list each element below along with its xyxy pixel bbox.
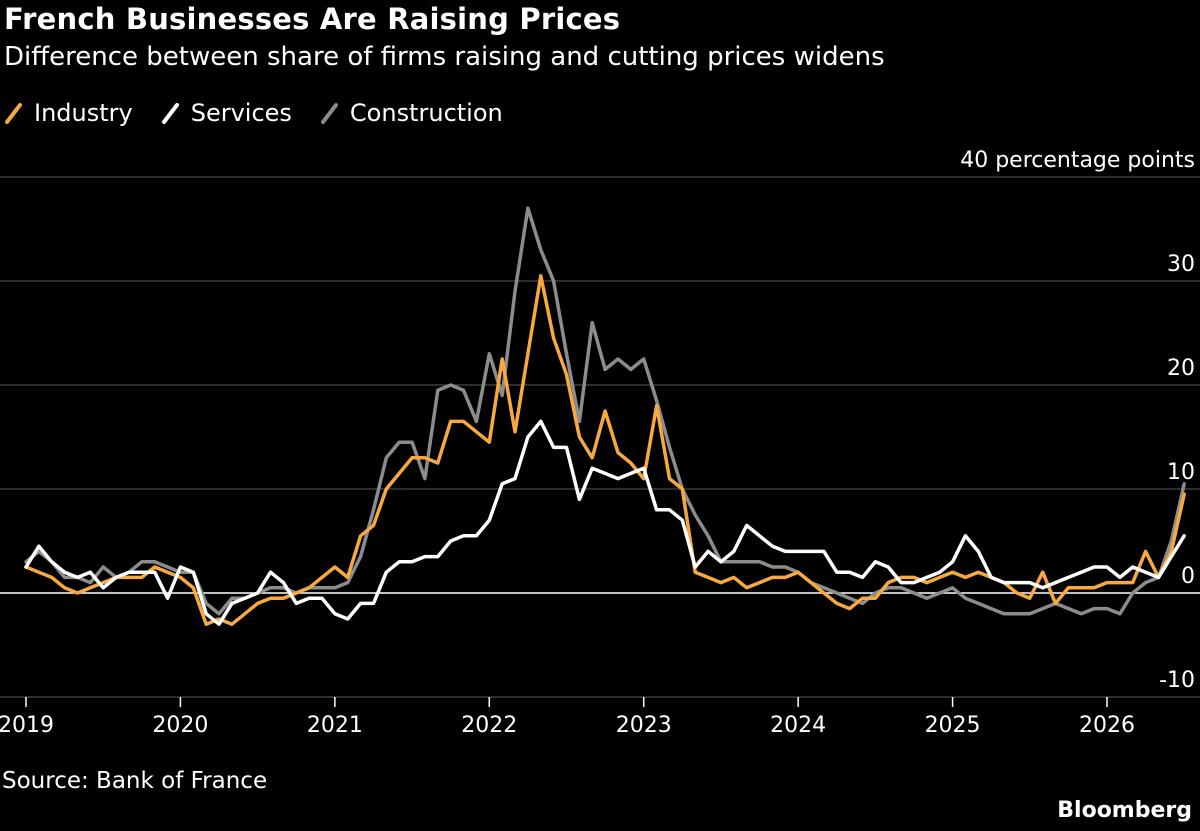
legend-item-services: Services [161,99,292,127]
legend-item-construction: Construction [320,99,503,127]
x-tick-label: 2019 [0,713,54,738]
legend-swatch-services-icon [161,100,181,126]
series-line-services [24,419,1186,626]
source-note: Source: Bank of France [2,768,268,794]
y-tick-label: 10 [1167,460,1195,485]
legend-label-industry: Industry [34,99,133,127]
legend-label-services: Services [190,99,292,127]
legend-item-industry: Industry [4,99,133,127]
x-tick-label: 2021 [307,713,363,738]
y-tick-label: 0 [1181,564,1195,589]
legend-swatch-industry-icon [4,100,24,126]
series-line-industry [24,274,1186,626]
x-tick-label: 2023 [616,713,672,738]
x-tick-label: 2022 [461,713,517,738]
y-tick-label: -10 [1159,668,1195,693]
series-line-construction [24,206,1186,616]
chart-title: French Businesses Are Raising Prices [4,2,621,36]
x-tick-label: 2024 [770,713,826,738]
y-tick-label: 40 percentage points [960,148,1195,173]
chart-subtitle: Difference between share of firms raisin… [4,42,885,72]
line-chart: 40 percentage points 30 20 10 0 -10 2019 2020 20… [0,148,1200,738]
x-tick-label: 2026 [1079,713,1135,738]
x-tick-label: 2020 [152,713,208,738]
legend-swatch-construction-icon [320,100,340,126]
legend-label-construction: Construction [349,99,503,127]
y-tick-label: 20 [1167,356,1195,381]
brand-logo: Bloomberg [1057,798,1192,823]
y-tick-label: 30 [1167,252,1195,277]
legend: Industry Services Construction [4,96,531,130]
x-tick-label: 2025 [925,713,981,738]
